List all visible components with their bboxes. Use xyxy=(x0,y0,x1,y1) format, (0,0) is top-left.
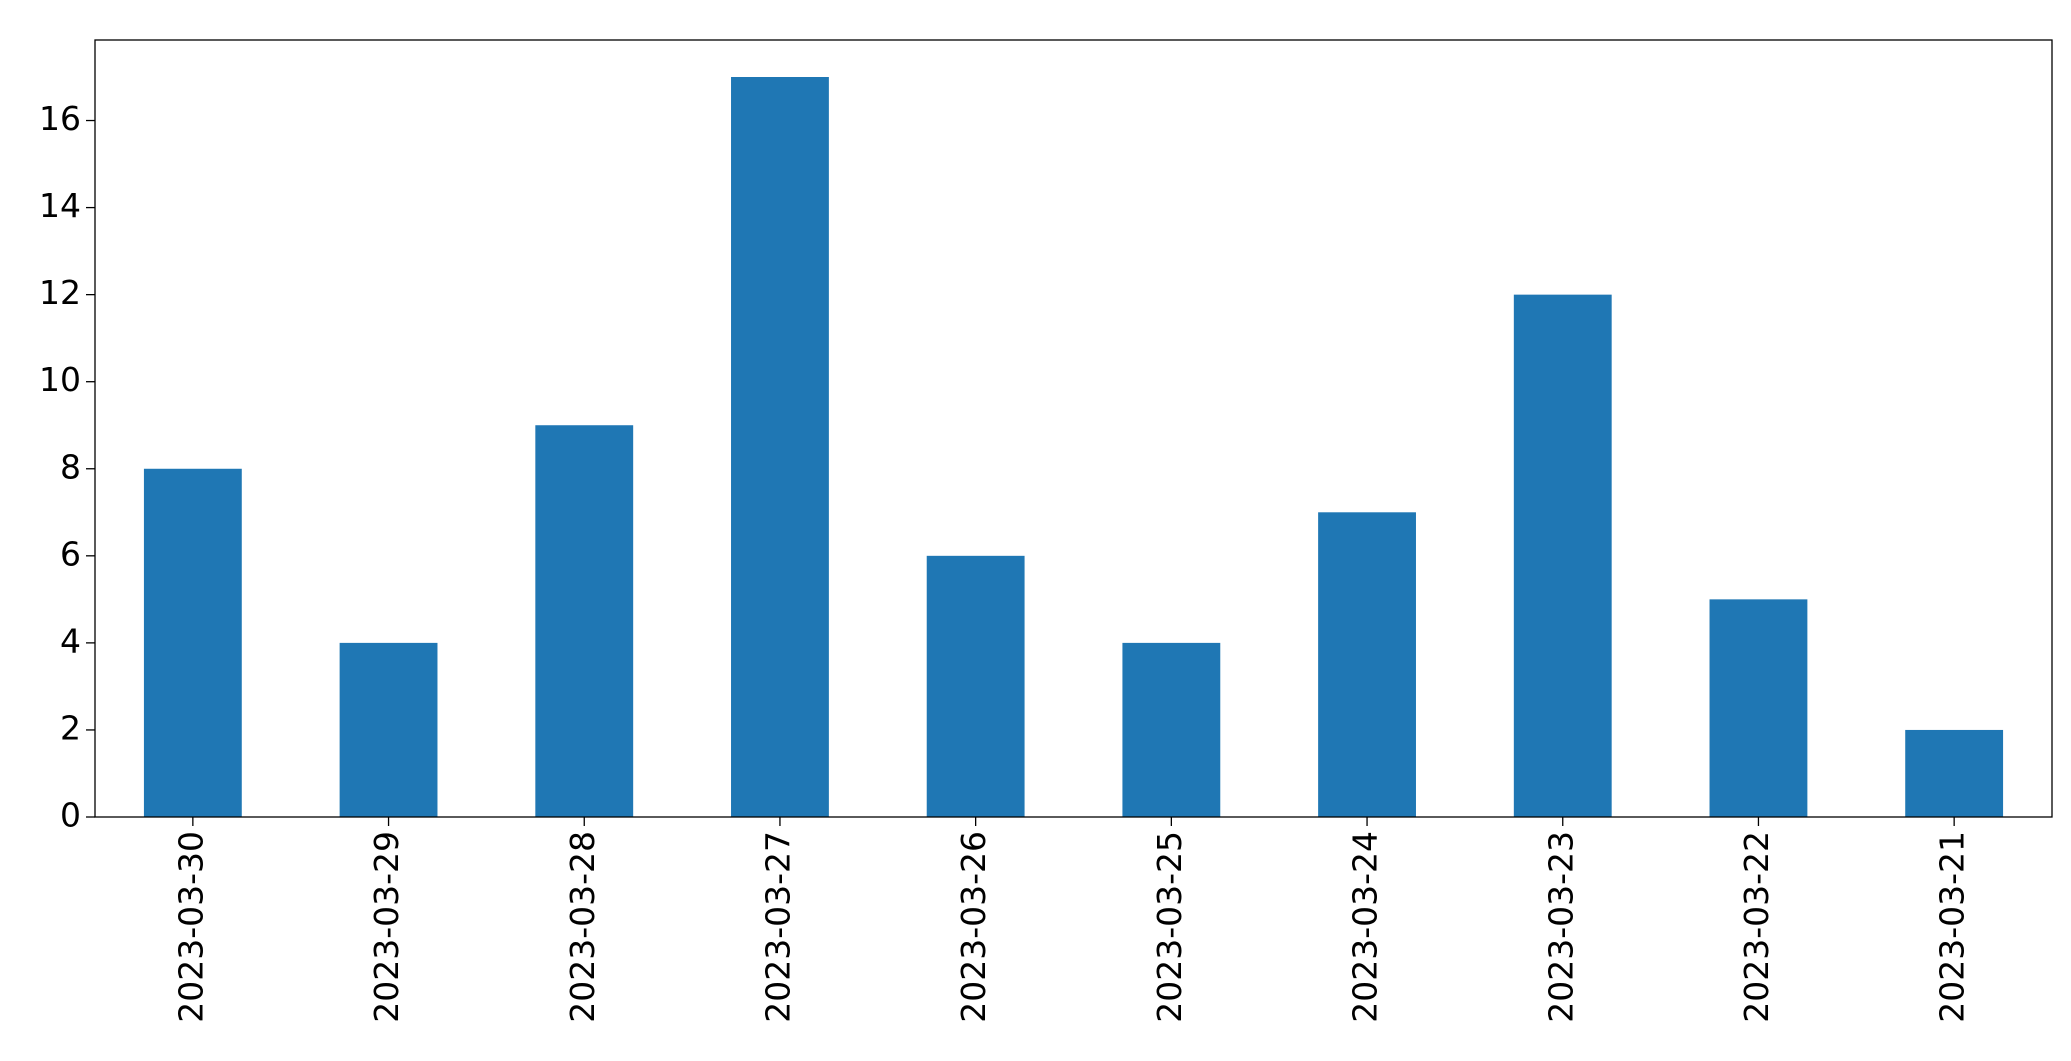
x-tick-label: 2023-03-24 xyxy=(1346,831,1385,1023)
y-tick-label: 14 xyxy=(39,186,81,225)
y-tick-label: 0 xyxy=(60,796,81,835)
y-tick-label: 16 xyxy=(39,99,81,138)
x-tick-label: 2023-03-25 xyxy=(1150,831,1189,1023)
x-tick-label: 2023-03-22 xyxy=(1737,831,1776,1023)
axes-frame xyxy=(94,39,2053,818)
y-tick-label: 2 xyxy=(60,708,81,747)
bar xyxy=(1318,512,1416,817)
bar xyxy=(1513,294,1612,817)
bar xyxy=(143,468,242,817)
x-tick-label: 2023-03-26 xyxy=(954,831,993,1023)
y-tick-label: 6 xyxy=(60,534,81,573)
y-tick-label: 4 xyxy=(60,621,81,660)
x-tick-label: 2023-03-30 xyxy=(171,831,210,1023)
bar xyxy=(339,642,438,817)
bar xyxy=(535,425,634,817)
bar xyxy=(731,77,829,817)
x-tick-label: 2023-03-29 xyxy=(367,831,406,1023)
x-tick-label: 2023-03-28 xyxy=(563,831,602,1023)
x-tick-label: 2023-03-27 xyxy=(758,831,797,1023)
bar xyxy=(1709,599,1808,817)
bar xyxy=(926,555,1025,817)
x-tick-label: 2023-03-23 xyxy=(1541,831,1580,1023)
bar xyxy=(1905,729,2004,817)
x-tick-label: 2023-03-21 xyxy=(1933,831,1972,1023)
y-tick-label: 12 xyxy=(39,273,81,312)
y-tick-label: 8 xyxy=(60,447,81,486)
y-tick-label: 10 xyxy=(39,360,81,399)
bar xyxy=(1122,642,1221,817)
